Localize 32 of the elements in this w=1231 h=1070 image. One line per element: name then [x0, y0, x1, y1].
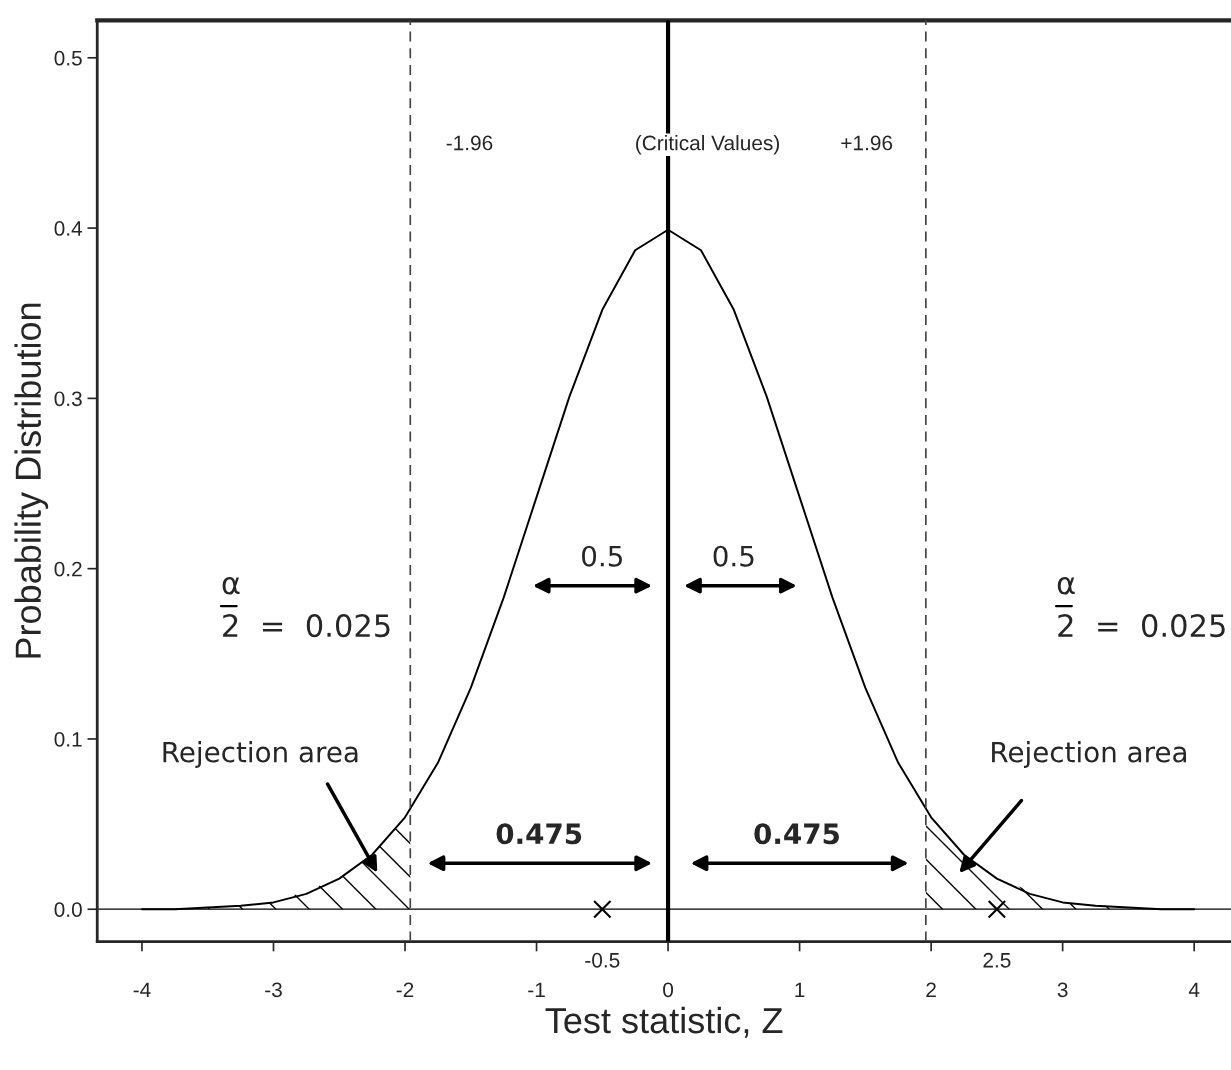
x-tick-label: -3 [265, 982, 282, 998]
y-tick-label: 0.4 [54, 221, 83, 236]
x-tick-label: 3 [1057, 982, 1068, 998]
x-tick-label: -4 [133, 982, 151, 997]
y-tick-label: 0.3 [54, 391, 82, 407]
annotation: α [1057, 577, 1075, 595]
y-tick-label: 0.1 [54, 731, 82, 747]
ref-line-label: -1.96 [446, 135, 493, 151]
annotation: 0.475 [754, 823, 839, 845]
annotation: 2 = 0.025 [1058, 614, 1225, 638]
annotation: 0.5 [713, 545, 754, 567]
ref-line-label: +1.96 [841, 135, 893, 151]
x-tick-label: -2 [396, 982, 414, 997]
y-tick-label: 0.2 [54, 561, 82, 577]
annotation: α [222, 577, 240, 595]
text: 2.5 [983, 952, 1011, 968]
annotation: 0.475 [496, 823, 582, 845]
annotation: (Critical Values) [636, 135, 779, 155]
x-tick-label: 0 [663, 982, 674, 998]
annotation: 2 = 0.025 [223, 614, 390, 638]
y-tick-label: 0.0 [54, 902, 82, 917]
annotation: Rejection area [163, 741, 358, 768]
x-tick-label: 2 [926, 982, 936, 997]
y-axis-title: Probability Distribution [14, 303, 49, 658]
x-tick-label: 1 [795, 982, 805, 997]
annotation: Rejection area [992, 741, 1187, 768]
x-axis-title: Test statistic, Z [545, 1006, 783, 1038]
y-tick-label: 0.5 [54, 50, 82, 66]
x-tick-label: 4 [1188, 982, 1200, 997]
annotation: 0.5 [582, 545, 622, 567]
text: -0.5 [585, 952, 620, 968]
x-tick-label: -1 [528, 982, 545, 997]
